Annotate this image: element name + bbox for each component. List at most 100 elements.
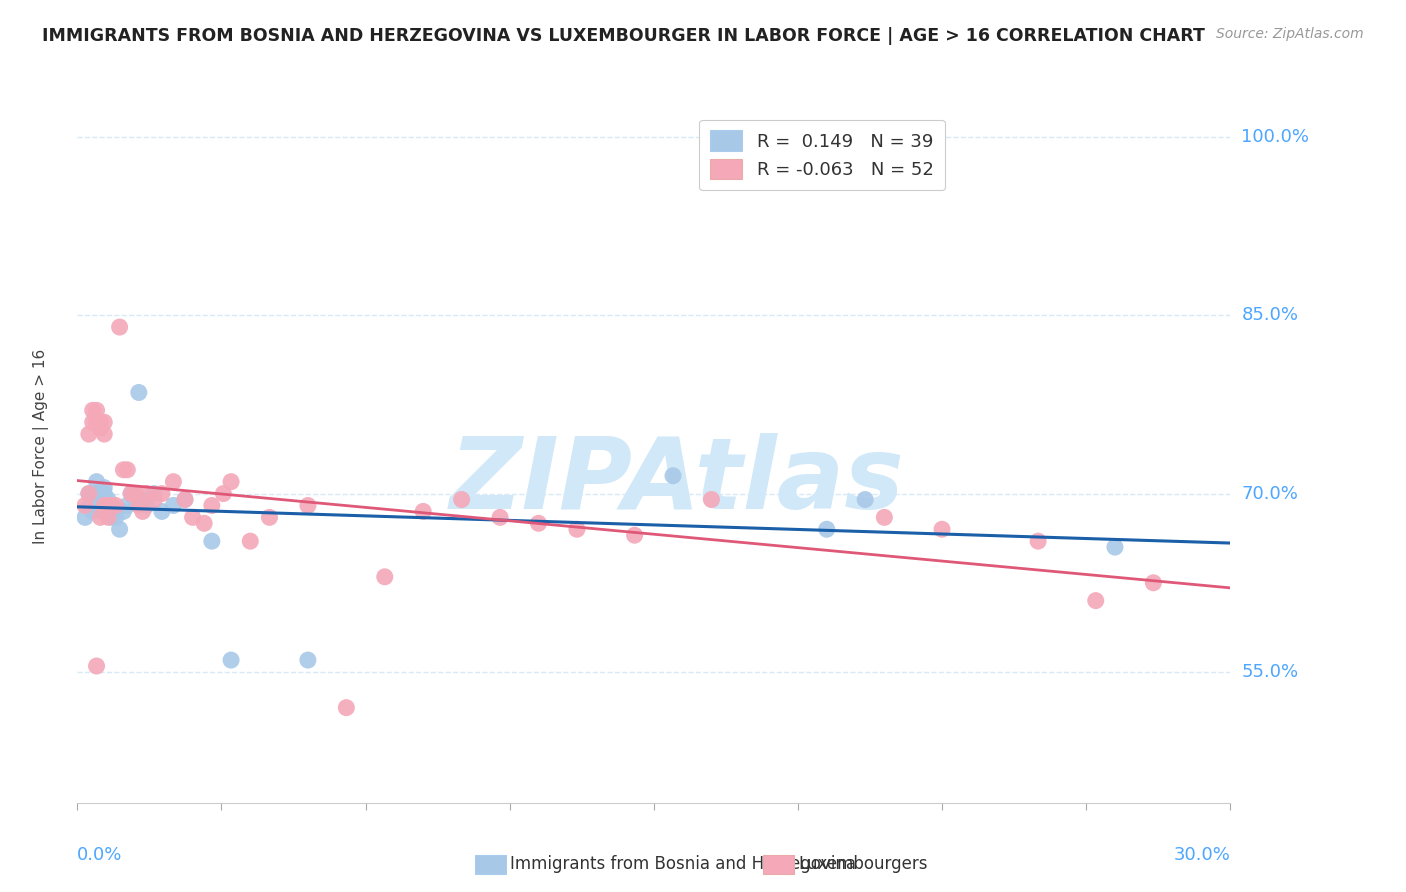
Point (120, 486, 142, 500)
Point (108, 522, 131, 536)
Point (162, 499, 184, 513)
Point (89, 492, 111, 507)
Point (73, 499, 96, 513)
Point (135, 499, 157, 513)
Point (89, 421, 111, 435)
Point (86, 475, 108, 489)
Point (700, 492, 723, 507)
Point (815, 522, 838, 536)
Point (112, 463, 135, 477)
Point (89, 510, 111, 524)
Point (97, 499, 120, 513)
Point (124, 486, 146, 500)
Point (124, 492, 146, 507)
Point (201, 499, 224, 513)
Point (1084, 593, 1107, 607)
Point (374, 570, 396, 584)
Point (131, 504, 153, 518)
Point (73, 510, 96, 524)
Point (82, 492, 104, 507)
Point (489, 510, 512, 524)
Point (93, 499, 115, 513)
Point (162, 475, 184, 489)
Point (77, 427, 100, 442)
Point (335, 700, 357, 714)
Point (1142, 575, 1164, 590)
Text: Immigrants from Bosnia and Herzegovina: Immigrants from Bosnia and Herzegovina (510, 855, 856, 873)
Point (219, 653, 242, 667)
Text: 30.0%: 30.0% (1174, 846, 1230, 863)
Point (219, 475, 242, 489)
Point (82, 403, 104, 417)
Point (120, 486, 142, 500)
Point (623, 528, 645, 542)
Point (135, 486, 157, 500)
Point (104, 510, 127, 524)
Point (128, 385, 150, 400)
Text: 55.0%: 55.0% (1241, 663, 1299, 681)
Point (101, 499, 124, 513)
Text: 0.0%: 0.0% (77, 846, 122, 863)
Point (181, 510, 204, 524)
Point (201, 534, 224, 549)
Point (662, 468, 685, 483)
Point (143, 486, 166, 500)
Point (97, 492, 120, 507)
Point (77, 486, 100, 500)
Point (259, 510, 281, 524)
Point (93, 481, 115, 495)
Point (412, 504, 434, 518)
Point (97, 500, 120, 515)
Point (174, 492, 197, 507)
Point (1104, 540, 1126, 554)
Point (82, 496, 104, 510)
Point (93, 486, 115, 500)
Point (104, 499, 127, 513)
Point (1026, 534, 1049, 549)
Point (450, 492, 472, 507)
Text: 70.0%: 70.0% (1241, 484, 1298, 502)
Point (86, 492, 108, 507)
Point (86, 415, 108, 429)
Point (86, 486, 108, 500)
Point (82, 415, 104, 429)
Point (93, 415, 115, 429)
Point (82, 504, 104, 518)
Point (89, 504, 111, 518)
Point (128, 499, 150, 513)
Point (101, 499, 124, 513)
Text: ZIPAtlas: ZIPAtlas (450, 434, 904, 530)
Text: Luxembourgers: Luxembourgers (799, 855, 928, 873)
Text: Source: ZipAtlas.com: Source: ZipAtlas.com (1216, 27, 1364, 41)
Point (527, 516, 550, 531)
Point (297, 653, 319, 667)
Point (193, 516, 215, 531)
Point (77, 499, 100, 513)
Point (212, 486, 235, 500)
Point (174, 492, 197, 507)
Point (565, 522, 588, 536)
Point (150, 486, 173, 500)
Point (104, 504, 127, 518)
Point (77, 486, 100, 500)
Point (239, 534, 262, 549)
Text: 85.0%: 85.0% (1241, 306, 1298, 324)
Point (297, 499, 319, 513)
Point (101, 510, 124, 524)
Point (131, 492, 153, 507)
Point (86, 403, 108, 417)
Point (853, 492, 876, 507)
Point (143, 492, 166, 507)
Point (117, 463, 139, 477)
Point (89, 415, 111, 429)
Text: In Labor Force | Age > 16: In Labor Force | Age > 16 (32, 349, 48, 543)
Text: 100.0%: 100.0% (1241, 128, 1309, 145)
Legend: R =  0.149   N = 39, R = -0.063   N = 52: R = 0.149 N = 39, R = -0.063 N = 52 (699, 120, 945, 190)
Point (931, 522, 953, 536)
Text: IMMIGRANTS FROM BOSNIA AND HERZEGOVINA VS LUXEMBOURGER IN LABOR FORCE | AGE > 16: IMMIGRANTS FROM BOSNIA AND HERZEGOVINA V… (42, 27, 1205, 45)
Point (108, 320, 131, 334)
Point (112, 504, 135, 518)
Point (93, 427, 115, 442)
Point (97, 510, 120, 524)
Point (86, 659, 108, 673)
